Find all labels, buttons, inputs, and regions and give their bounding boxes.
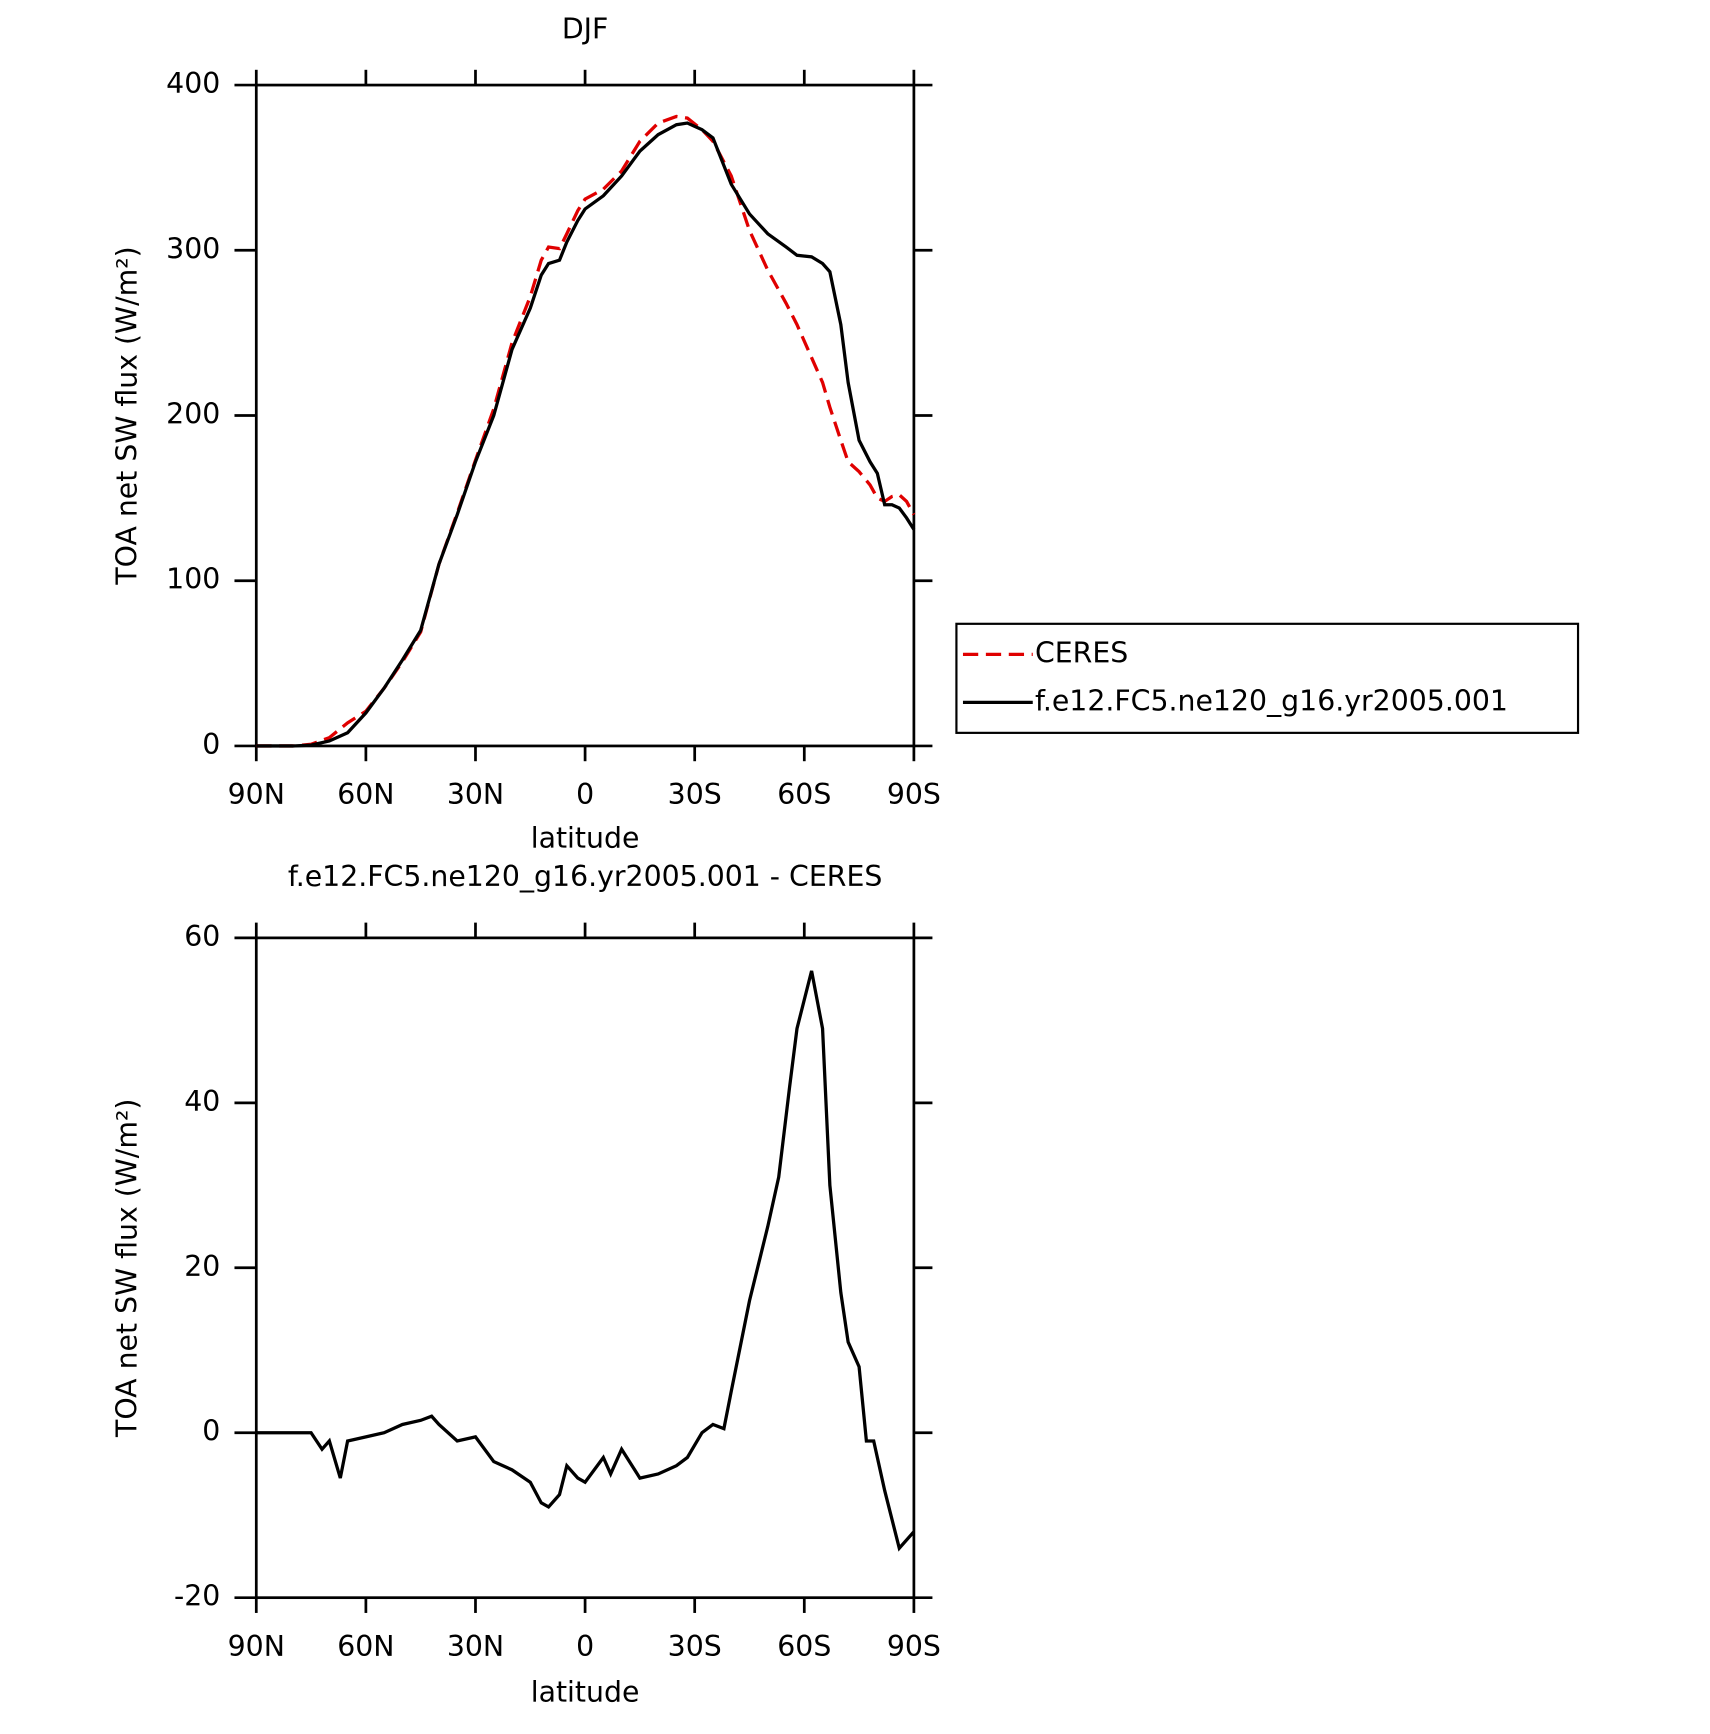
data-line bbox=[256, 121, 916, 748]
x-tick-label: 90S bbox=[887, 778, 941, 811]
y-tick-label: 0 bbox=[202, 1415, 220, 1448]
y-tick-label: 40 bbox=[184, 1085, 220, 1118]
x-tick-label: 60S bbox=[777, 778, 831, 811]
x-tick-label: 30S bbox=[668, 778, 722, 811]
legend-label: f.e12.FC5.ne120_g16.yr2005.001 bbox=[1035, 684, 1508, 717]
y-axis-label: TOA net SW flux (W/m²) bbox=[111, 246, 144, 585]
x-tick-label: 60S bbox=[777, 1630, 831, 1663]
y-tick-label: 20 bbox=[184, 1250, 220, 1283]
x-tick-label: 90N bbox=[228, 778, 285, 811]
y-tick-label: 300 bbox=[166, 232, 220, 265]
x-tick-label: 30N bbox=[447, 778, 504, 811]
x-axis-label: latitude bbox=[531, 822, 640, 855]
y-tick-label: 200 bbox=[166, 398, 220, 431]
x-tick-label: 30N bbox=[447, 1630, 504, 1663]
y-tick-label: 0 bbox=[202, 728, 220, 761]
data-line bbox=[256, 970, 916, 1552]
plot-frame bbox=[254, 936, 916, 1600]
x-tick-label: 0 bbox=[576, 1630, 594, 1663]
x-tick-label: 60N bbox=[337, 778, 394, 811]
y-axis-label: TOA net SW flux (W/m²) bbox=[111, 1099, 144, 1438]
chart-title: DJF bbox=[562, 13, 609, 46]
chart-title: f.e12.FC5.ne120_g16.yr2005.001 - CERES bbox=[288, 860, 883, 893]
legend: CERES f.e12.FC5.ne120_g16.yr2005.001 bbox=[955, 622, 1580, 734]
legend-box bbox=[955, 622, 1580, 734]
x-tick-label: 90N bbox=[228, 1630, 285, 1663]
x-tick-label: 0 bbox=[576, 778, 594, 811]
x-tick-label: 60N bbox=[337, 1630, 394, 1663]
legend-label: CERES bbox=[1035, 636, 1128, 669]
x-axis-label: latitude bbox=[531, 1676, 640, 1709]
plot-frame bbox=[254, 83, 916, 748]
y-tick-label: -20 bbox=[174, 1580, 220, 1613]
y-tick-label: 100 bbox=[166, 563, 220, 596]
x-tick-label: 90S bbox=[887, 1630, 941, 1663]
y-tick-label: 60 bbox=[184, 920, 220, 953]
x-tick-label: 30S bbox=[668, 1630, 722, 1663]
y-tick-label: 400 bbox=[166, 67, 220, 100]
